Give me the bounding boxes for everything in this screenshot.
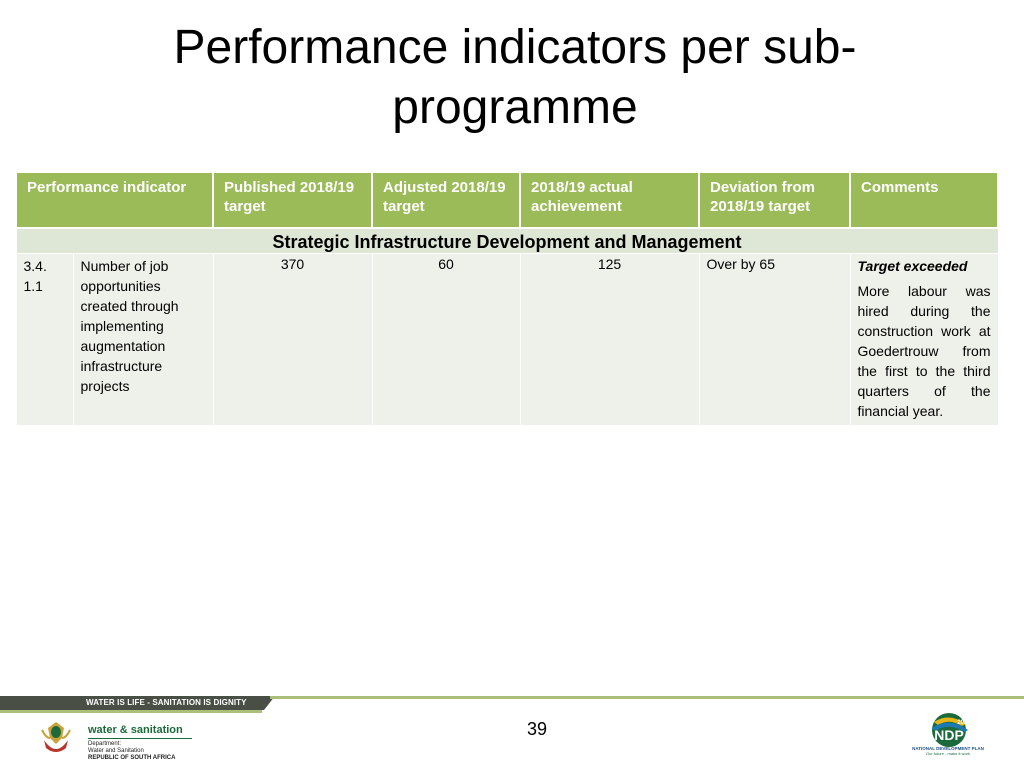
performance-table: Performance indicator Published 2018/19 … [15, 171, 999, 426]
table-row: 3.4. 1.1 Number of job opportunities cre… [15, 253, 999, 426]
indicator-code: 3.4. 1.1 [15, 253, 74, 426]
slogan-band: WATER IS LIFE - SANITATION IS DIGNITY [0, 696, 275, 710]
ndp-logo-icon: NDP 2030 [932, 713, 971, 747]
section-title: Strategic Infrastructure Development and… [15, 227, 999, 254]
adjusted-target-value: 60 [371, 253, 521, 426]
header-adjusted-target: Adjusted 2018/19 target [371, 171, 521, 229]
header-deviation: Deviation from 2018/19 target [698, 171, 851, 229]
coat-of-arms-icon [41, 722, 71, 752]
slide-footer: WATER IS LIFE - SANITATION IS DIGNITY wa… [0, 694, 1024, 768]
svg-text:NDP: NDP [934, 727, 964, 743]
section-row: Strategic Infrastructure Development and… [15, 227, 999, 254]
slogan-text: WATER IS LIFE - SANITATION IS DIGNITY [86, 698, 247, 707]
footer-rule [270, 696, 1024, 699]
svg-text:2030: 2030 [957, 720, 971, 726]
dept-brand: water & sanitation [88, 724, 183, 736]
slide-title: Performance indicators per sub-programme [173, 21, 857, 134]
header-published-target: Published 2018/19 target [212, 171, 373, 229]
dept-line-2: Water and Sanitation [88, 748, 144, 754]
header-performance-indicator: Performance indicator [15, 171, 214, 229]
comment-text: More labour was hired during the constru… [857, 283, 991, 419]
published-target-value: 370 [212, 253, 373, 426]
header-comments: Comments [849, 171, 999, 229]
header-actual-achievement: 2018/19 actual achievement [519, 171, 700, 229]
table-header-row: Performance indicator Published 2018/19 … [15, 171, 999, 229]
comment-heading: Target exceeded [857, 258, 968, 274]
indicator-description: Number of job opportunities created thro… [72, 253, 214, 426]
page-number: 39 [526, 719, 548, 739]
dept-line-1: Department: [88, 741, 122, 747]
dept-line-3: REPUBLIC OF SOUTH AFRICA [88, 755, 176, 761]
deviation-value: Over by 65 [698, 253, 851, 426]
ndp-tagline: Our future - make it work [925, 751, 970, 756]
footer-rule-lower [0, 710, 262, 713]
actual-achievement-value: 125 [519, 253, 700, 426]
comment-cell: Target exceeded More labour was hired du… [849, 253, 999, 426]
ndp-name: NATIONAL DEVELOPMENT PLAN [912, 746, 984, 751]
department-logo: water & sanitation Department: Water and… [88, 724, 208, 762]
